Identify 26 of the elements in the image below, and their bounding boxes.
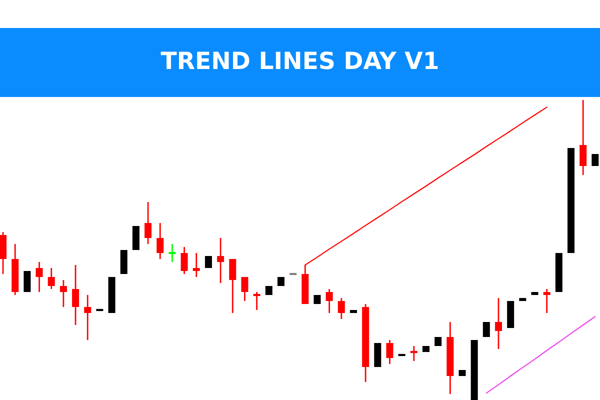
candlestick [326,288,333,314]
candlestick [386,339,394,365]
candlestick [494,297,502,350]
candlestick [72,264,80,326]
candlestick [580,100,587,176]
candlestick [338,297,345,320]
candlestick [204,256,212,268]
candlestick [192,252,200,278]
candlestick [36,261,43,293]
candlestick [217,237,224,284]
candlestick [241,276,248,302]
candlestick [132,226,140,250]
candlestick [120,250,128,274]
candlestick [482,322,490,337]
candlestick [144,201,152,245]
candlestick [180,246,188,275]
candlestick [24,271,31,292]
candlestick [156,222,164,260]
chart-title: TREND LINES DAY V1 [160,51,438,70]
candlestick [60,279,67,308]
candlestick [374,343,382,367]
candlestick [229,258,236,314]
candlestick [0,231,7,275]
candlestick [84,294,92,341]
candlestick [48,267,55,290]
candlestick [543,288,550,314]
